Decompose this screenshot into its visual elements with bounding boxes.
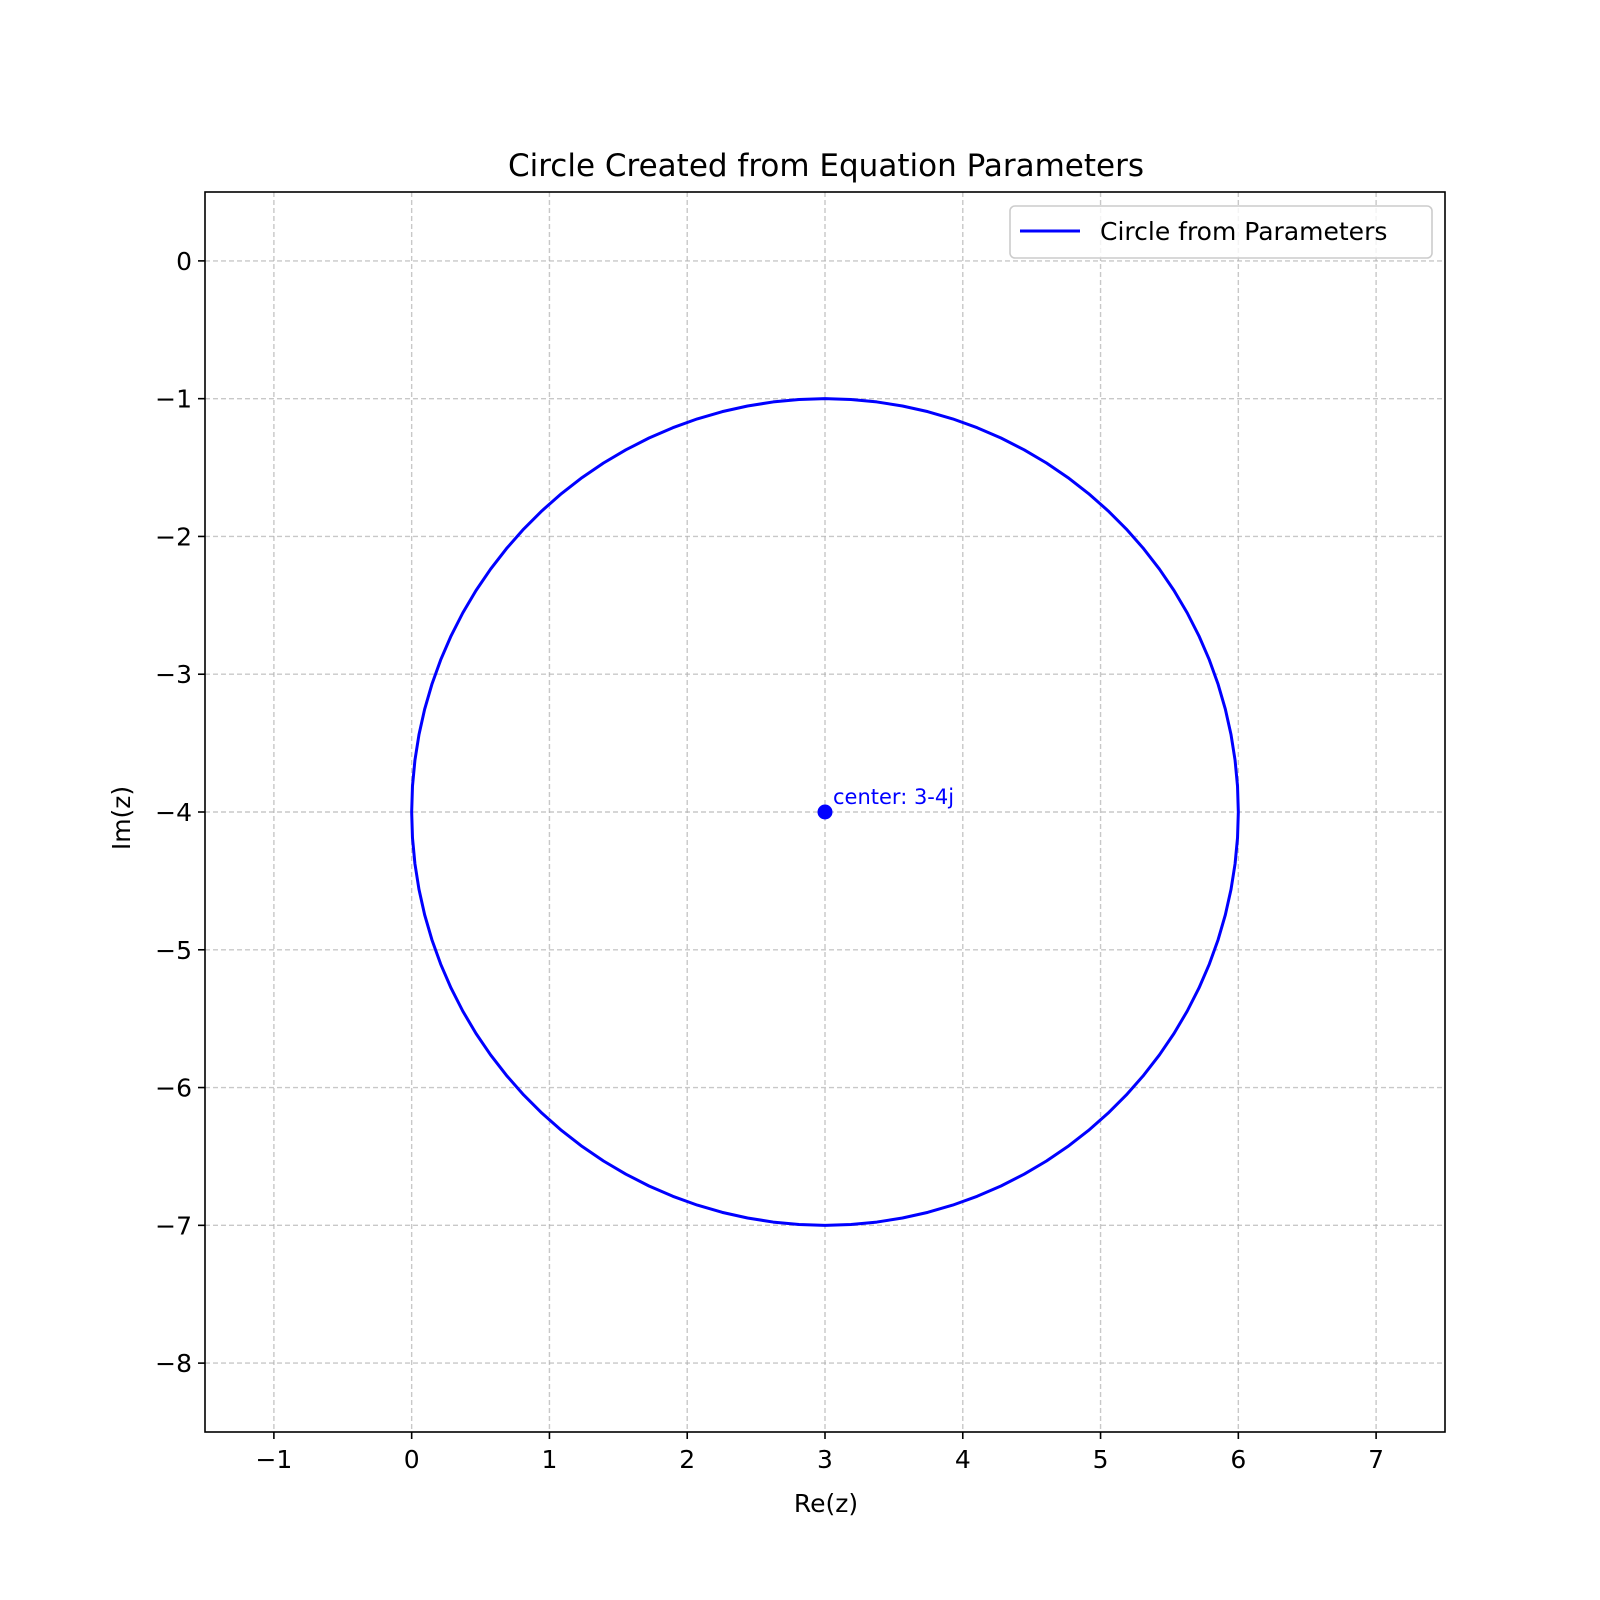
legend: Circle from Parameters <box>1009 205 1433 259</box>
y-tick-label-minus-7: −7 <box>155 1211 192 1240</box>
x-tick-label-1: 1 <box>541 1445 557 1474</box>
y-tick-label-0: 0 <box>176 247 192 276</box>
y-tick-label-minus-4: −4 <box>155 798 192 827</box>
x-tick-label-4: 4 <box>955 1445 971 1474</box>
y-axis-label: Im(z) <box>107 786 136 850</box>
annotation-layer: center: 3-4j <box>817 785 954 820</box>
chart-title: Circle Created from Equation Parameters <box>508 148 1144 184</box>
center-point-marker <box>817 804 833 820</box>
y-axis: 0 −1 −2 −3 −4 −5 −6 −7 −8 <box>155 247 205 1378</box>
series-layer <box>410 397 1240 1227</box>
plot-area: center: 3-4j <box>204 191 1446 1433</box>
x-tick-label-minus-1: −1 <box>255 1445 292 1474</box>
legend-frame <box>1009 205 1433 259</box>
x-axis: −1 0 1 2 3 4 5 6 7 <box>255 1432 1384 1474</box>
series-line-circle-from-parameters <box>410 397 1240 1227</box>
y-tick-label-minus-3: −3 <box>155 660 192 689</box>
x-tick-label-3: 3 <box>817 1445 833 1474</box>
x-tick-label-0: 0 <box>404 1445 420 1474</box>
x-axis-label: Re(z) <box>794 1489 858 1518</box>
y-tick-label-minus-2: −2 <box>155 522 192 551</box>
center-point-label: center: 3-4j <box>833 785 954 809</box>
y-tick-label-minus-6: −6 <box>155 1074 192 1103</box>
legend-label-circle-from-parameters: Circle from Parameters <box>1100 217 1387 246</box>
x-tick-label-6: 6 <box>1230 1445 1246 1474</box>
x-tick-label-5: 5 <box>1093 1445 1109 1474</box>
x-tick-label-2: 2 <box>679 1445 695 1474</box>
y-tick-label-minus-5: −5 <box>155 936 192 965</box>
x-tick-label-7: 7 <box>1368 1445 1384 1474</box>
y-tick-label-minus-8: −8 <box>155 1349 192 1378</box>
y-tick-label-minus-1: −1 <box>155 385 192 414</box>
